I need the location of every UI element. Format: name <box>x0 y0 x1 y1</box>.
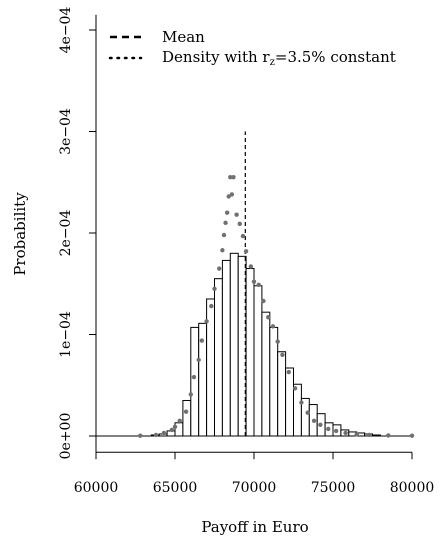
density-point <box>209 303 214 309</box>
density-point <box>354 432 359 437</box>
density-point <box>299 400 304 405</box>
density-point <box>409 433 415 438</box>
density-point <box>191 374 197 380</box>
histogram-bar <box>293 383 302 437</box>
histogram-bar <box>372 434 381 437</box>
density-point <box>217 266 222 271</box>
x-tick-label: 75000 <box>311 480 356 496</box>
legend-density-label-main: Density with r <box>162 48 270 66</box>
density-point <box>270 324 276 329</box>
density-point <box>177 418 182 423</box>
density-point <box>367 432 372 438</box>
density-point <box>226 194 231 199</box>
density-point <box>221 232 227 238</box>
histogram-bar <box>174 422 184 437</box>
density-point <box>204 319 209 324</box>
histogram-bar <box>190 326 200 437</box>
y-tick-label: 1e−04 <box>58 311 74 358</box>
density-point <box>286 369 291 375</box>
density-point <box>251 279 257 284</box>
histogram-bar <box>214 278 223 437</box>
density-point <box>275 339 280 344</box>
histogram-bar <box>229 252 239 437</box>
density-point <box>169 427 175 433</box>
density-point <box>237 221 242 227</box>
histogram-bar <box>182 399 192 437</box>
density-point <box>161 430 167 436</box>
density-point <box>138 433 143 438</box>
histogram-bar <box>221 259 231 437</box>
density-point <box>153 432 159 438</box>
density-point <box>228 174 233 180</box>
density-point <box>240 233 246 239</box>
x-tick-label: 80000 <box>390 480 435 496</box>
density-point <box>172 424 178 430</box>
density-point <box>220 248 225 253</box>
density-point <box>231 174 236 180</box>
histogram-bar <box>285 367 295 437</box>
density-point <box>333 428 339 434</box>
histogram-bar <box>253 285 263 437</box>
density-point <box>188 392 193 397</box>
density-point <box>183 409 189 414</box>
density-point <box>196 357 201 363</box>
density-point <box>326 426 331 432</box>
histogram-bar <box>269 326 279 437</box>
density-point <box>224 210 230 215</box>
histogram-bar <box>245 268 255 437</box>
legend-mean-label: Mean <box>162 28 205 46</box>
density-point <box>234 212 239 217</box>
density-point <box>229 192 235 197</box>
x-axis-title: Payoff in Euro <box>201 518 308 536</box>
density-point <box>311 418 317 423</box>
legend-density-label-subscript: z <box>270 57 275 68</box>
histogram-bar <box>261 311 271 437</box>
y-axis-title: Probability <box>11 192 29 276</box>
plot-area: 0e+00 1e−04 2e−04 3e−04 4e−04 60000 65000 70000… <box>58 7 434 497</box>
density-point <box>318 422 323 428</box>
density-point <box>199 338 205 343</box>
histogram-bar <box>237 255 247 437</box>
y-tick-label: 4e−04 <box>58 7 74 54</box>
density-point <box>343 430 348 436</box>
density-point <box>248 264 254 269</box>
density-point <box>280 352 285 357</box>
y-tick-label: 2e−04 <box>58 210 74 257</box>
density-point <box>266 315 271 320</box>
y-tick-label: 0e+00 <box>58 413 74 460</box>
x-tick-label: 65000 <box>153 480 198 496</box>
histogram-bar <box>277 351 287 437</box>
density-point <box>256 282 261 287</box>
density-point <box>261 298 266 304</box>
legend-density-label: Density with rz=3.5% constant <box>162 48 396 68</box>
y-tick-label: 3e−04 <box>58 108 74 155</box>
legend-density-label-tail: =3.5% constant <box>275 48 396 66</box>
density-point <box>305 410 310 415</box>
density-point <box>223 220 228 226</box>
density-point <box>243 249 249 254</box>
density-point <box>212 286 217 292</box>
density-point <box>386 433 391 438</box>
x-tick-label: 70000 <box>232 480 277 496</box>
legend: Mean Density with rz=3.5% constant <box>108 28 396 68</box>
density-point <box>292 386 298 391</box>
x-tick-label: 60000 <box>74 480 119 496</box>
